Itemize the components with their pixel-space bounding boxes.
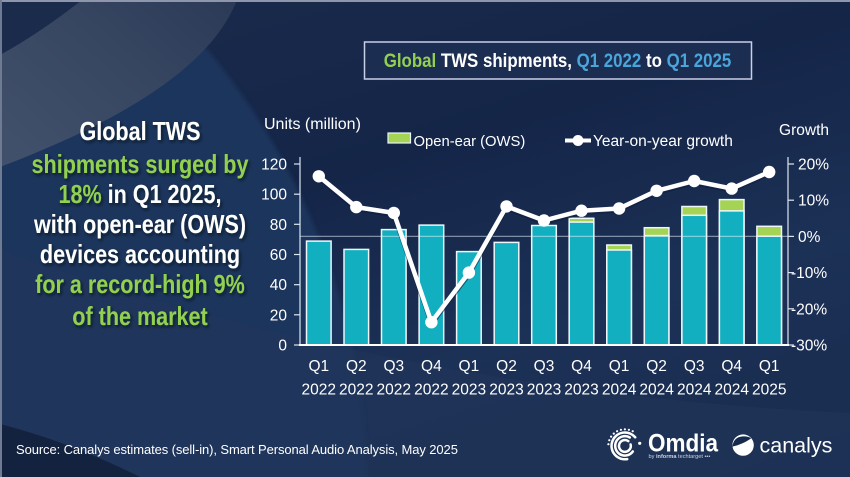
svg-text:-10%: -10% <box>791 265 827 282</box>
svg-text:80: 80 <box>270 217 288 234</box>
svg-text:Source: Canalys estimates (sel: Source: Canalys estimates (sell-in), Sma… <box>16 442 458 457</box>
svg-text:Omdia: Omdia <box>648 429 719 457</box>
svg-text:Units (million): Units (million) <box>264 116 361 133</box>
svg-text:-20%: -20% <box>791 301 827 318</box>
svg-text:40: 40 <box>270 277 288 294</box>
svg-text:20: 20 <box>270 307 288 324</box>
svg-text:20%: 20% <box>798 157 829 174</box>
svg-text:-30%: -30% <box>791 338 827 355</box>
svg-text:devices accounting: devices accounting <box>40 240 240 269</box>
svg-text:canalys: canalys <box>760 434 833 458</box>
svg-text:for a record-high 9%: for a record-high 9% <box>35 270 245 299</box>
svg-text:shipments surged by: shipments surged by <box>32 150 250 179</box>
svg-text:Growth: Growth <box>779 122 829 139</box>
svg-text:Global TWS shipments, Q1 2022: Global TWS shipments, Q1 2022 to Q1 2025 <box>384 49 732 71</box>
svg-text:120: 120 <box>261 157 287 174</box>
svg-text:by informa techtarget •••: by informa techtarget ••• <box>649 454 711 460</box>
svg-text:of the market: of the market <box>72 302 207 331</box>
svg-text:18% in Q1 2025,: 18% in Q1 2025, <box>58 180 221 209</box>
svg-text:Year-on-year growth: Year-on-year growth <box>593 133 733 150</box>
svg-text:Open-ear (OWS): Open-ear (OWS) <box>414 134 526 150</box>
svg-text:60: 60 <box>270 247 288 264</box>
svg-text:0%: 0% <box>798 229 821 246</box>
svg-text:0: 0 <box>278 338 287 355</box>
svg-text:with open-ear (OWS): with open-ear (OWS) <box>33 210 246 239</box>
svg-text:10%: 10% <box>798 193 829 210</box>
svg-text:Global TWS: Global TWS <box>79 117 200 146</box>
svg-text:100: 100 <box>261 187 287 204</box>
